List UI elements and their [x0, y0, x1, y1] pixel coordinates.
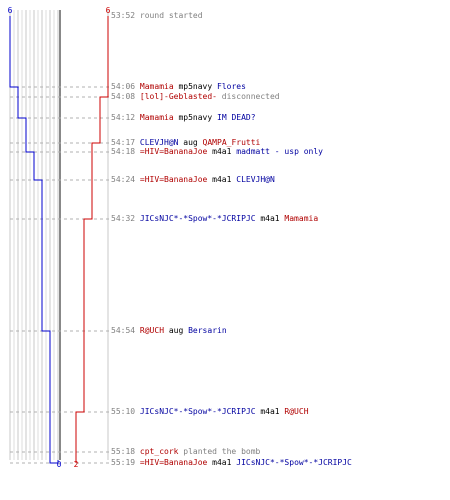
- red-end-count: 2: [74, 460, 79, 469]
- log-player-name: Mamamia: [139, 113, 174, 122]
- log-time: 55:18: [111, 447, 136, 456]
- log-time: 54:32: [111, 214, 136, 223]
- log-entry: 54:24 =HIV=BananaJoe m4a1 CLEVJH@N: [111, 175, 275, 184]
- red-team-step-line: [75, 16, 109, 463]
- log-entry: 54:18 =HIV=BananaJoe m4a1 madmatt - usp …: [111, 147, 323, 156]
- log-time: 54:06: [111, 82, 136, 91]
- log-time: 55:10: [111, 407, 136, 416]
- log-message: planted the bomb: [178, 447, 261, 456]
- log-entry: 55:18 cpt_cork planted the bomb: [111, 447, 260, 456]
- log-time: 54:54: [111, 326, 136, 335]
- log-time: 54:08: [111, 92, 136, 101]
- log-message: round started: [139, 11, 203, 20]
- log-entry: 55:10 JICsNJC*-*Spow*-*JCRIPJC m4a1 R@UC…: [111, 407, 309, 416]
- log-weapon: mp5navy: [173, 82, 217, 91]
- log-entry: 54:12 Mamamia mp5navy IM DEAD?: [111, 113, 256, 122]
- log-player-name: [lol]-Geblasted-: [139, 92, 217, 101]
- log-player-name: cpt_cork: [139, 447, 179, 456]
- log-time: 54:18: [111, 147, 136, 156]
- log-weapon: mp5navy: [173, 113, 217, 122]
- log-player-name: R@UCH: [139, 326, 165, 335]
- log-entry: 53:52 round started: [111, 11, 203, 20]
- log-player-name: Bersarin: [188, 326, 227, 335]
- log-player-name: QAMPA_Frutti: [202, 138, 261, 147]
- log-weapon: m4a1: [207, 147, 237, 156]
- log-entry: 54:06 Mamamia mp5navy Flores: [111, 82, 246, 91]
- log-player-name: Mamamia: [284, 214, 319, 223]
- log-weapon: aug: [178, 138, 203, 147]
- log-player-name: CLEVJH@N: [139, 138, 179, 147]
- log-entry: 54:32 JICsNJC*-*Spow*-*JCRIPJC m4a1 Mama…: [111, 214, 318, 223]
- log-weapon: m4a1: [255, 407, 285, 416]
- log-entry: 54:54 R@UCH aug Bersarin: [111, 326, 227, 335]
- log-player-name: madmatt - usp only: [236, 147, 323, 156]
- log-time: 55:19: [111, 458, 136, 467]
- log-player-name: IM DEAD?: [217, 113, 256, 122]
- blue-end-count: 0: [57, 460, 62, 469]
- log-player-name: JICsNJC*-*Spow*-*JCRIPJC: [139, 407, 256, 416]
- log-player-name: JICsNJC*-*Spow*-*JCRIPJC: [236, 458, 352, 467]
- log-player-name: =HIV=BananaJoe: [139, 147, 208, 156]
- log-time: 54:24: [111, 175, 136, 184]
- blue-team-step-line: [9, 16, 59, 464]
- log-weapon: aug: [164, 326, 189, 335]
- log-player-name: JICsNJC*-*Spow*-*JCRIPJC: [139, 214, 256, 223]
- red-start-count: 6: [106, 6, 111, 15]
- log-weapon: m4a1: [207, 175, 237, 184]
- blue-start-count: 6: [8, 6, 13, 15]
- log-weapon: m4a1: [255, 214, 285, 223]
- log-time: 54:12: [111, 113, 136, 122]
- log-time: 54:17: [111, 138, 136, 147]
- log-time: 53:52: [111, 11, 136, 20]
- log-message: disconnected: [216, 92, 280, 101]
- log-entry: 54:08 [lol]-Geblasted- disconnected: [111, 92, 280, 101]
- log-weapon: m4a1: [207, 458, 237, 467]
- log-player-name: Mamamia: [139, 82, 174, 91]
- log-entry: 55:19 =HIV=BananaJoe m4a1 JICsNJC*-*Spow…: [111, 458, 352, 467]
- log-player-name: R@UCH: [284, 407, 309, 416]
- log-player-name: CLEVJH@N: [236, 175, 275, 184]
- log-player-name: =HIV=BananaJoe: [139, 458, 208, 467]
- log-entry: 54:17 CLEVJH@N aug QAMPA_Frutti: [111, 138, 260, 147]
- log-player-name: =HIV=BananaJoe: [139, 175, 208, 184]
- log-player-name: Flores: [217, 82, 246, 91]
